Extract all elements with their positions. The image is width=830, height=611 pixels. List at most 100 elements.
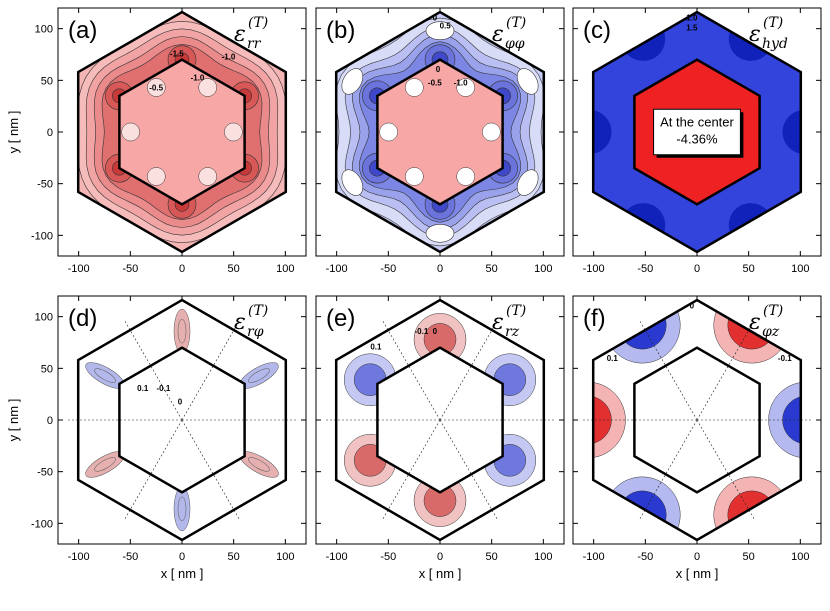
zero-contour <box>696 419 756 521</box>
contour-label: 0 <box>433 13 438 22</box>
x-tick-label: -50 <box>637 551 653 563</box>
x-tick-label: -100 <box>583 263 605 275</box>
epsilon-superscript: (T) <box>763 303 783 319</box>
x-axis-label: x [ nm ] <box>676 566 719 581</box>
zero-contour <box>439 419 499 521</box>
core-region <box>119 59 245 205</box>
x-tick-label: 0 <box>437 551 443 563</box>
y-tick-label: -50 <box>37 179 53 191</box>
callout-box <box>653 108 741 156</box>
x-tick-label: 0 <box>437 263 443 275</box>
core-edge-lobe <box>456 78 475 97</box>
core-outline <box>633 58 761 206</box>
x-tick-label: -100 <box>68 551 90 563</box>
shell-lobe-inner <box>248 457 270 472</box>
core-edge-lobe <box>147 167 166 186</box>
x-tick-label: -50 <box>637 263 653 275</box>
zero-contour <box>381 319 441 421</box>
epsilon-subscript: φφ <box>505 36 525 52</box>
x-tick-label: 0 <box>694 551 700 563</box>
panel-label: (d) <box>68 305 97 332</box>
contour-label: 0 <box>436 65 441 74</box>
x-tick-label: -100 <box>326 263 348 275</box>
zero-contour <box>181 419 241 521</box>
y-axis-label: y [ nm ] <box>6 111 21 154</box>
shell-white-lobe <box>425 223 455 243</box>
x-tick-label: 100 <box>791 263 809 275</box>
x-tick-label: 50 <box>486 263 498 275</box>
shell-dark-lobe <box>621 16 666 61</box>
core-outline <box>118 346 246 494</box>
core-outline <box>376 346 504 494</box>
x-tick-label: -50 <box>122 263 138 275</box>
epsilon-symbol: ε <box>492 310 504 335</box>
epsilon-subscript: hyd <box>762 36 788 52</box>
contour-label: 0 <box>178 398 183 407</box>
epsilon-subscript: rr <box>247 36 262 52</box>
epsilon-superscript: (T) <box>248 15 268 31</box>
x-axis-label: x [ nm ] <box>161 566 204 581</box>
contour-label: 1.5 <box>686 24 698 33</box>
core-edge-lobe <box>147 78 166 97</box>
panel-label: (c) <box>583 17 611 44</box>
core-edge-lobe <box>379 122 398 142</box>
zero-contour <box>439 319 499 421</box>
core-edge-field <box>121 78 243 186</box>
core-outline <box>118 58 246 206</box>
shell-white-lobe <box>341 68 364 95</box>
panel-label: (a) <box>68 17 97 44</box>
contour-label: -1.0 <box>191 73 205 82</box>
core-edge-lobe <box>456 167 475 186</box>
x-tick-label: 50 <box>743 263 755 275</box>
contour-label: -1.0 <box>454 79 468 88</box>
contour-label: -0.1 <box>778 354 792 363</box>
contour-label: -1.0 <box>222 53 236 62</box>
contour-label: 0 <box>690 301 695 310</box>
panel-d: -100 -50 0 50 100 100 50 0 -50 -100 x [ nm ] y [ nm… <box>6 295 307 581</box>
epsilon-superscript: (T) <box>763 15 783 31</box>
shell-field <box>85 308 279 532</box>
shell-lobe-inner <box>177 318 187 344</box>
shell-white-lobe <box>516 169 539 196</box>
contour-label: 0 <box>433 327 438 336</box>
x-tick-label: 100 <box>534 263 552 275</box>
panel-c: -100 -50 0 50 100 (c) ε (T) hyd 1.0 1.5 At the cent… <box>572 7 822 275</box>
epsilon-symbol: ε <box>234 310 246 335</box>
corner-lobe-outer <box>593 381 626 459</box>
x-tick-label: 50 <box>228 551 240 563</box>
epsilon-subscript: rφ <box>247 324 264 340</box>
x-tick-label: 0 <box>179 263 185 275</box>
shell-lobe-inner <box>248 368 270 383</box>
core-edge-lobe <box>405 167 424 186</box>
y-axis-label: y [ nm ] <box>6 399 21 442</box>
zero-contour <box>123 319 183 421</box>
x-axis-label: x [ nm ] <box>419 566 462 581</box>
epsilon-subscript: rz <box>505 324 520 340</box>
zero-contour <box>123 419 183 521</box>
y-tick-label: 50 <box>41 363 53 375</box>
contour-label: -0.5 <box>149 84 163 93</box>
shell-white-lobe <box>516 68 539 95</box>
epsilon-symbol: ε <box>749 310 761 335</box>
contour-label: 0.1 <box>607 354 619 363</box>
shell-lobe-inner <box>94 368 116 383</box>
y-tick-label: -100 <box>31 518 53 530</box>
panel-label: (f) <box>583 305 606 332</box>
epsilon-subscript: φz <box>762 324 780 340</box>
callout-value: -4.36% <box>676 131 718 146</box>
shell-dark-lobe <box>728 203 773 248</box>
core-edge-lobe <box>224 122 243 142</box>
y-tick-label: -50 <box>37 467 53 479</box>
x-tick-label: 100 <box>534 551 552 563</box>
epsilon-symbol: ε <box>234 22 246 47</box>
shell-lobe-inner <box>177 496 187 522</box>
zero-contour <box>638 419 698 521</box>
panel-label: (b) <box>326 17 355 44</box>
epsilon-superscript: (T) <box>506 303 526 319</box>
contour-label: -0.1 <box>157 384 171 393</box>
core-edge-lobe <box>405 78 424 97</box>
x-tick-label: -50 <box>380 551 396 563</box>
epsilon-symbol: ε <box>749 22 761 47</box>
